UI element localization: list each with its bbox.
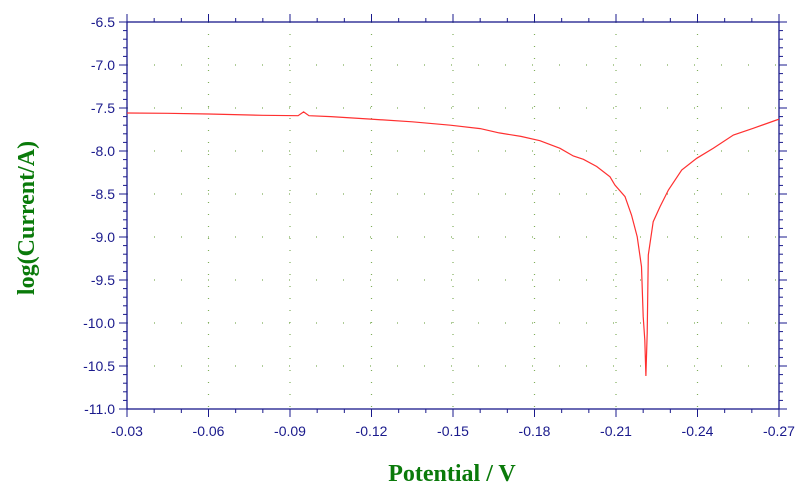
- tick-labels: -0.03 -0.06 -0.09 -0.12 -0.15 -0.18 -0.21 -0.24…: [83, 14, 795, 439]
- x-tick-label: -0.03: [111, 423, 143, 439]
- x-tick-label: -0.15: [437, 423, 469, 439]
- y-tick-label: -6.5: [91, 14, 115, 30]
- y-tick-label: -9.0: [91, 229, 115, 245]
- y-tick-label: -10.0: [83, 315, 115, 331]
- y-tick-label: -10.5: [83, 358, 115, 374]
- plot-frame: [126, 21, 780, 410]
- x-tick-label: -0.06: [193, 423, 225, 439]
- x-tick-label: -0.12: [356, 423, 388, 439]
- y-tick-label: -8.5: [91, 186, 115, 202]
- y-tick-label: -7.0: [91, 57, 115, 73]
- y-axis-label: log(Current/A): [14, 141, 40, 295]
- x-tick-label: -0.24: [682, 423, 714, 439]
- series-line: [126, 111, 780, 377]
- x-tick-label: -0.09: [274, 423, 306, 439]
- grid: [127, 22, 779, 409]
- x-tick-label: -0.21: [600, 423, 632, 439]
- y-tick-label: -11.0: [84, 401, 115, 417]
- x-axis-label: Potential / V: [388, 461, 516, 487]
- y-tick-label: -8.0: [91, 143, 115, 159]
- axes: [119, 14, 787, 417]
- x-tick-label: -0.18: [519, 423, 551, 439]
- x-tick-label: -0.27: [763, 423, 795, 439]
- y-tick-label: -9.5: [91, 272, 115, 288]
- y-tick-label: -7.5: [91, 100, 115, 116]
